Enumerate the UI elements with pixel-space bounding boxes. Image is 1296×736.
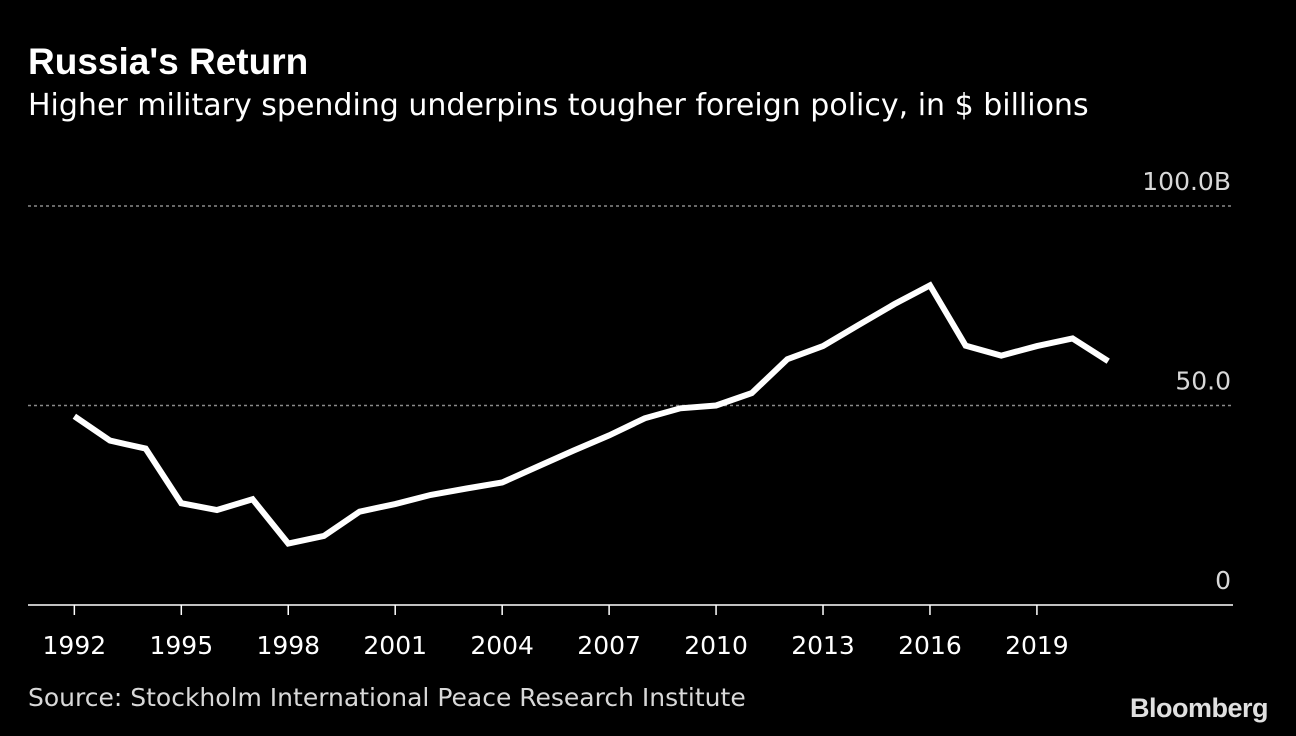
y-tick-label-100: 100.0B bbox=[1142, 167, 1231, 196]
series-line bbox=[72, 281, 1110, 547]
x-tick-label-1992: 1992 bbox=[43, 631, 107, 660]
y-tick-label-0: 0 bbox=[1215, 566, 1231, 595]
x-tick-label-1995: 1995 bbox=[149, 631, 213, 660]
y-tick-label-50: 50.0 bbox=[1175, 367, 1231, 396]
x-tick-label-2001: 2001 bbox=[363, 631, 427, 660]
x-tick-label-2010: 2010 bbox=[684, 631, 748, 660]
x-tick-label-2019: 2019 bbox=[1005, 631, 1069, 660]
chart-title: Russia's Return bbox=[28, 41, 309, 82]
x-tick-label-2007: 2007 bbox=[577, 631, 641, 660]
bloomberg-logo: Bloomberg bbox=[1129, 693, 1269, 723]
x-tick-label-1998: 1998 bbox=[256, 631, 320, 660]
x-tick-label-2004: 2004 bbox=[470, 631, 534, 660]
source-note: Source: Stockholm International Peace Re… bbox=[28, 683, 746, 712]
x-tick-label-2013: 2013 bbox=[791, 631, 855, 660]
chart-subtitle: Higher military spending underpins tough… bbox=[28, 88, 1089, 123]
x-tick-label-2016: 2016 bbox=[898, 631, 962, 660]
